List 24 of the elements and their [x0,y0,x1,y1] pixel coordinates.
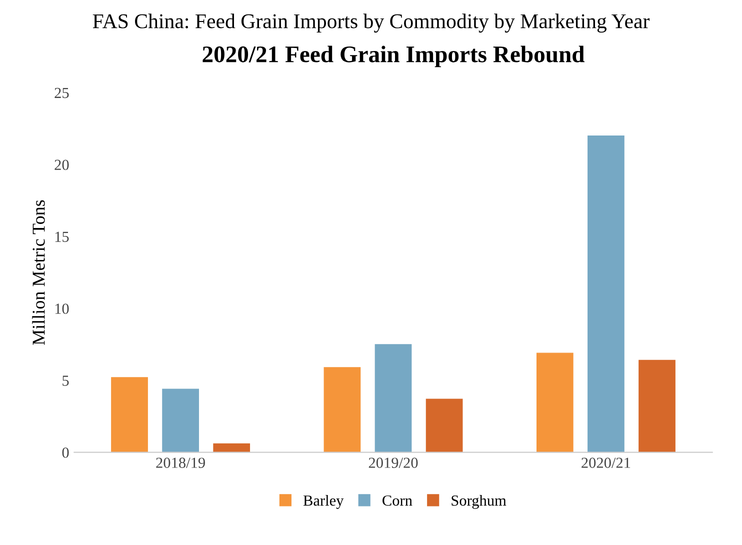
x-tick-label: 2020/21 [582,458,630,468]
bar [588,135,624,452]
legend-label: Corn [382,495,412,506]
y-tick-label: 10 [55,304,69,314]
bar [374,344,412,452]
x-tick-label: 2018/19 [156,458,205,468]
y-axis-title: Million Metric Tons [32,200,45,345]
y-tick-label: 25 [54,88,69,98]
bar [638,360,676,452]
y-tick-label: 20 [54,160,69,170]
chart-subtitle: 2020/21 Feed Grain Imports Rebound [202,46,585,68]
y-tick-label: 0 [62,447,69,458]
bar [426,398,463,452]
bar [162,388,199,452]
bar [111,377,148,452]
legend-label: Sorghum [452,494,506,509]
y-tick-label: 15 [55,232,69,242]
bar [324,367,361,452]
bar [213,443,250,452]
chart-title: FAS China: Feed Grain Imports by Commodity by Marketing Year [92,14,650,33]
legend-label: Barley [303,494,344,509]
x-tick-label: 2019/20 [368,458,418,468]
y-tick-label: 5 [62,376,69,386]
bar [536,352,574,452]
